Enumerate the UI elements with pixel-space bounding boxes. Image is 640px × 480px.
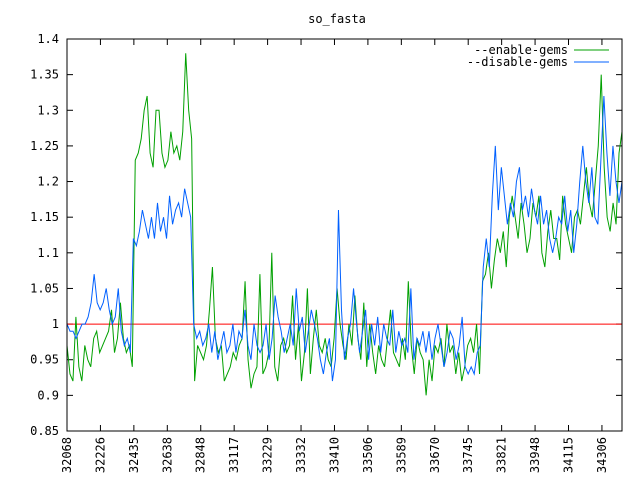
x-tick-label: 33506 [361, 437, 375, 473]
x-tick-label: 33948 [528, 437, 542, 473]
legend: --enable-gems--disable-gems [467, 43, 609, 69]
x-tick-label: 32226 [93, 437, 107, 473]
x-tick-label: 32848 [194, 437, 208, 473]
x-tick-label: 34115 [562, 437, 576, 473]
x-tick-label: 33670 [428, 437, 442, 473]
y-tick-label: 0.9 [37, 388, 59, 402]
legend-label: --enable-gems [474, 43, 568, 57]
y-tick-label: 1.15 [30, 210, 59, 224]
y-tick-label: 1.05 [30, 281, 59, 295]
x-tick-label: 32068 [60, 437, 74, 473]
x-tick-label: 33745 [461, 437, 475, 473]
x-tick-label: 33229 [261, 437, 275, 473]
series-group [66, 53, 623, 396]
plot-frame [66, 38, 623, 432]
legend-label: --disable-gems [467, 55, 568, 69]
x-axis: 32068 32226 32435 32638 32848 33117 33229 33332… [60, 39, 609, 473]
x-tick-label: 33117 [227, 437, 241, 473]
y-tick-label: 1 [52, 317, 59, 331]
y-tick-label: 1.1 [37, 246, 59, 260]
y-axis: 0.85 0.9 0.95 1 1.05 1.1 1.15 1.2 1.25 1.3 1.35 1.4 [30, 32, 622, 438]
x-tick-label: 33410 [327, 437, 341, 473]
y-tick-label: 1.25 [30, 139, 59, 153]
x-tick-label: 33589 [394, 437, 408, 473]
y-tick-label: 1.4 [37, 32, 59, 46]
y-tick-label: 1.3 [37, 103, 59, 117]
chart-title: so_fasta [308, 12, 366, 26]
x-tick-label: 34306 [595, 437, 609, 473]
y-tick-label: 0.95 [30, 353, 59, 367]
y-tick-label: 1.2 [37, 175, 59, 189]
x-tick-label: 33332 [294, 437, 308, 473]
x-tick-label: 32435 [127, 437, 141, 473]
y-tick-label: 0.85 [30, 424, 59, 438]
y-tick-label: 1.35 [30, 68, 59, 82]
x-tick-label: 33821 [495, 437, 509, 473]
x-tick-label: 32638 [160, 437, 174, 473]
series-line-disable-gems [66, 95, 623, 382]
